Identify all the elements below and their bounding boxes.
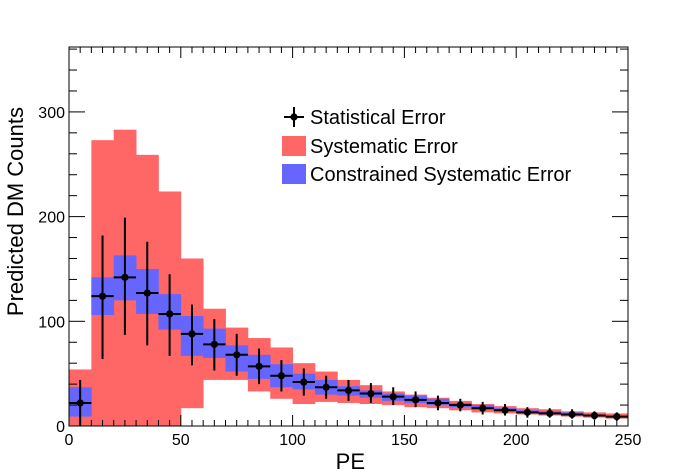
legend-label: Statistical Error — [310, 107, 446, 129]
x-tick-label: 150 — [391, 432, 418, 449]
point-marker — [344, 386, 353, 395]
legend-swatch — [282, 164, 306, 184]
data-point — [158, 274, 181, 356]
data-point — [180, 304, 204, 366]
x-tick-label: 0 — [65, 432, 74, 449]
data-point — [113, 217, 137, 335]
data-point — [203, 319, 226, 371]
data-point — [225, 333, 248, 376]
data-point — [583, 411, 606, 420]
data-point — [136, 241, 159, 346]
axes — [68, 46, 629, 427]
point-marker — [546, 409, 554, 418]
data-point — [426, 395, 450, 411]
data-point — [516, 407, 539, 418]
point-marker — [389, 393, 397, 401]
data-point — [493, 404, 517, 416]
point-marker — [501, 406, 509, 414]
x-tick-label: 50 — [172, 432, 190, 449]
point-marker — [367, 389, 375, 398]
point-marker — [166, 310, 174, 318]
data-point — [270, 360, 293, 392]
point-marker — [434, 399, 442, 407]
data-point — [292, 368, 315, 396]
point-marker — [143, 289, 151, 297]
legend-marker-dot — [290, 113, 298, 121]
data-point — [69, 379, 92, 426]
x-axis-title: PE — [336, 449, 365, 473]
legend: Statistical Error Systematic Error Constra… — [282, 107, 572, 186]
y-tick-label: 300 — [38, 105, 65, 122]
data-point — [382, 387, 405, 406]
point-marker — [322, 383, 330, 391]
point-marker — [590, 411, 599, 420]
legend-item: Constrained Systematic Error — [282, 164, 572, 186]
x-tick-label: 100 — [279, 432, 306, 449]
data-point — [247, 348, 271, 385]
point-marker — [479, 404, 487, 412]
legend-label: Systematic Error — [310, 136, 458, 158]
point-marker — [300, 378, 308, 386]
data-point — [359, 383, 383, 403]
point-marker — [277, 372, 286, 380]
point-marker — [568, 410, 576, 419]
legend-swatch — [282, 136, 306, 156]
data-point — [471, 401, 494, 415]
data-point — [337, 379, 360, 401]
point-marker — [210, 340, 218, 348]
y-tick-label: 100 — [38, 314, 65, 331]
x-tick-label: 200 — [503, 432, 530, 449]
point-marker — [76, 399, 84, 407]
y-tick-label: 200 — [38, 210, 65, 227]
statistical-error-points — [69, 217, 628, 426]
point-marker — [188, 330, 196, 338]
point-marker — [613, 412, 621, 421]
data-point — [605, 412, 628, 421]
y-axis-title: Predicted DM Counts — [3, 107, 28, 316]
y-tick-label: 0 — [56, 419, 65, 436]
data-point — [449, 398, 472, 412]
point-marker — [121, 273, 129, 281]
point-marker — [255, 362, 263, 370]
x-tick-label: 250 — [615, 432, 642, 449]
data-point — [538, 408, 561, 418]
legend-label: Constrained Systematic Error — [310, 164, 572, 186]
legend-item: Statistical Error — [284, 107, 446, 129]
data-point — [91, 235, 114, 359]
point-marker — [456, 401, 464, 409]
point-marker — [523, 408, 531, 416]
point-marker — [233, 351, 241, 359]
tick-labels: 0 50 100 150 200 250 0 100 200 300 — [38, 105, 641, 449]
legend-item: Systematic Error — [282, 136, 458, 158]
point-marker — [411, 396, 420, 404]
data-point — [404, 391, 427, 408]
point-marker — [98, 292, 107, 300]
data-point — [314, 375, 338, 399]
data-point — [560, 409, 584, 419]
